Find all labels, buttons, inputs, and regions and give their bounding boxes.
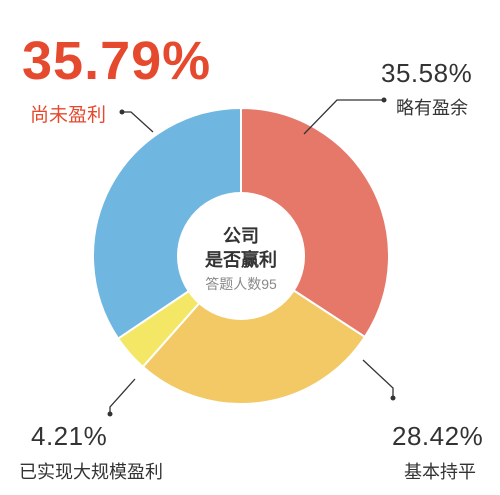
center-title-line1: 公司 — [223, 226, 259, 246]
connector-line-2 — [122, 111, 154, 133]
donut-hole — [177, 192, 305, 320]
connector-line-3 — [362, 359, 394, 398]
slice-4 — [92, 106, 242, 340]
center-subtitle: 答题人数95 — [205, 276, 277, 292]
connector-dot-2 — [119, 109, 125, 115]
connector-line-4 — [109, 378, 136, 414]
highlight-label: 尚未盈利 — [30, 105, 107, 126]
connector-line-1 — [303, 99, 384, 135]
slice-2 — [141, 254, 367, 406]
label-connectors — [107, 97, 396, 417]
connector-dot-4 — [107, 411, 113, 417]
center-title-line2: 是否赢利 — [205, 250, 277, 270]
highlight-value: 35.79% — [22, 31, 212, 91]
connector-dot-3 — [390, 395, 396, 401]
slice-label-3: 已实现大规模盈利 — [19, 462, 163, 482]
slice-label-2: 基本持平 — [404, 462, 476, 482]
connector-dot-1 — [381, 97, 387, 103]
slice-value-2: 28.42% — [392, 421, 484, 451]
slice-value-1: 35.58% — [381, 58, 473, 88]
slice-value-3: 4.21% — [31, 421, 108, 451]
slice-label-1: 略有盈余 — [396, 98, 468, 118]
